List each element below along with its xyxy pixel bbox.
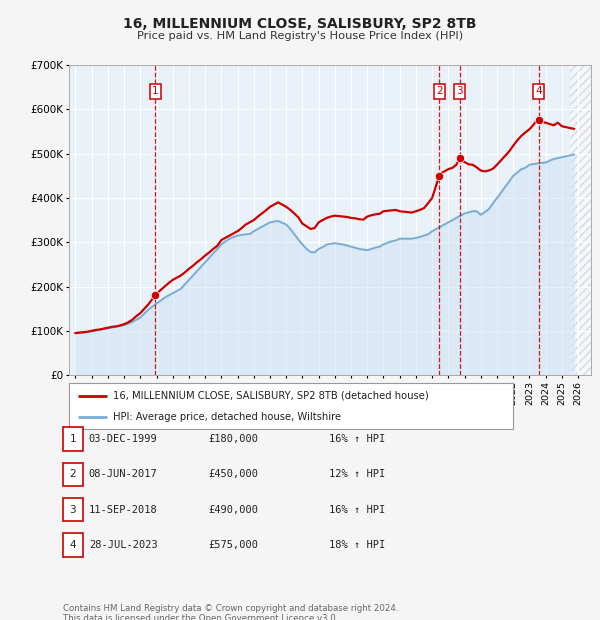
Text: £575,000: £575,000 — [209, 540, 259, 550]
Text: 1: 1 — [70, 434, 76, 444]
Text: HPI: Average price, detached house, Wiltshire: HPI: Average price, detached house, Wilt… — [113, 412, 341, 422]
Text: 28-JUL-2023: 28-JUL-2023 — [89, 540, 158, 550]
Text: £490,000: £490,000 — [209, 505, 259, 515]
Text: 2: 2 — [70, 469, 76, 479]
Text: 11-SEP-2018: 11-SEP-2018 — [89, 505, 158, 515]
Text: 16% ↑ HPI: 16% ↑ HPI — [329, 505, 385, 515]
Text: 4: 4 — [70, 540, 76, 550]
Text: £450,000: £450,000 — [209, 469, 259, 479]
Text: Price paid vs. HM Land Registry's House Price Index (HPI): Price paid vs. HM Land Registry's House … — [137, 31, 463, 41]
Text: 3: 3 — [457, 86, 463, 97]
Text: 16% ↑ HPI: 16% ↑ HPI — [329, 434, 385, 444]
Text: 16, MILLENNIUM CLOSE, SALISBURY, SP2 8TB (detached house): 16, MILLENNIUM CLOSE, SALISBURY, SP2 8TB… — [113, 391, 429, 401]
Text: 3: 3 — [70, 505, 76, 515]
Text: 4: 4 — [535, 86, 542, 97]
Text: 03-DEC-1999: 03-DEC-1999 — [89, 434, 158, 444]
Text: 2: 2 — [436, 86, 443, 97]
Text: £180,000: £180,000 — [209, 434, 259, 444]
Text: 12% ↑ HPI: 12% ↑ HPI — [329, 469, 385, 479]
Text: 18% ↑ HPI: 18% ↑ HPI — [329, 540, 385, 550]
Text: 08-JUN-2017: 08-JUN-2017 — [89, 469, 158, 479]
Text: 1: 1 — [152, 86, 158, 97]
Text: 16, MILLENNIUM CLOSE, SALISBURY, SP2 8TB: 16, MILLENNIUM CLOSE, SALISBURY, SP2 8TB — [123, 17, 477, 32]
Text: Contains HM Land Registry data © Crown copyright and database right 2024.
This d: Contains HM Land Registry data © Crown c… — [63, 604, 398, 620]
